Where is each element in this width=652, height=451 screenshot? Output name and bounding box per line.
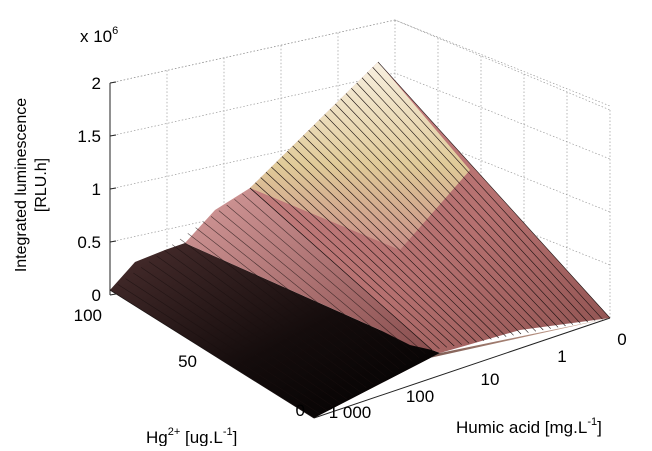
- mesh-line: [117, 284, 321, 415]
- x-tick-label: 1: [557, 347, 566, 366]
- mesh-line: [345, 93, 566, 327]
- mesh-line: [172, 244, 367, 389]
- mesh-line: [281, 156, 477, 343]
- mesh-line: [218, 210, 406, 366]
- mesh-line: [265, 172, 455, 347]
- mesh-line: [109, 289, 315, 419]
- x-label-tail: ]: [597, 418, 602, 437]
- z-tick-mark: [109, 81, 117, 84]
- mesh-line: [372, 67, 603, 320]
- y-label-base: Hg: [146, 428, 168, 446]
- y-tick-label: 100: [74, 306, 102, 325]
- mesh-line: [148, 261, 347, 400]
- mesh-line: [287, 151, 485, 341]
- mesh-line: [195, 227, 387, 377]
- z-tick-label: 0: [92, 286, 101, 305]
- surface: [109, 61, 611, 419]
- mesh-line: [292, 145, 492, 340]
- mesh-line: [335, 103, 551, 329]
- y-label-tail: ]: [233, 428, 238, 446]
- mesh-line: [361, 77, 588, 323]
- surface-mid-region: [185, 188, 432, 350]
- x-label-base: Humic acid [mg.L: [456, 418, 587, 437]
- mesh-line: [203, 221, 393, 373]
- x-tick-label: 10: [481, 370, 500, 389]
- mesh-line: [226, 204, 413, 362]
- mesh-line: [125, 278, 328, 411]
- mesh-line: [303, 135, 507, 337]
- mesh-line: [367, 72, 596, 321]
- mesh-line: [179, 238, 374, 385]
- z-tick-labels: 0 0.5 1 1.5 2: [77, 74, 117, 305]
- mesh-line: [319, 119, 529, 333]
- x-axis-line: [313, 317, 611, 419]
- mesh-line: [271, 166, 462, 345]
- mesh-line: [329, 109, 544, 331]
- mesh-line: [260, 177, 448, 348]
- mesh-line: [133, 272, 334, 407]
- z-tick-mark: [109, 187, 117, 190]
- mesh-line: [255, 182, 440, 349]
- x-tick-labels: 0 1 10 100 1 000: [329, 330, 627, 422]
- mesh-line: [351, 88, 574, 325]
- mesh-line: [164, 250, 361, 392]
- mesh-line: [156, 255, 354, 396]
- mesh-line: [187, 233, 380, 381]
- z-tick-mark: [109, 134, 117, 137]
- y-label-mid: [ug.L: [180, 428, 223, 446]
- y-tick-label: 50: [178, 352, 197, 371]
- mesh-line: [297, 140, 499, 339]
- mesh-line: [356, 82, 581, 324]
- mesh-line: [234, 199, 420, 358]
- top-back-gridline: [109, 19, 396, 84]
- mesh-line: [276, 161, 470, 344]
- z-tick-label: 1.5: [77, 127, 101, 146]
- mesh-line: [249, 187, 433, 351]
- top-right-gridline: [394, 19, 611, 111]
- y-label-exp: -1: [223, 426, 233, 438]
- z-tick-label: 2: [92, 74, 101, 93]
- x-axis-label: Humic acid [mg.L-1]: [456, 416, 602, 437]
- mesh-line: [242, 193, 426, 355]
- x-tick-label: 1 000: [329, 403, 372, 422]
- surface-mesh: [109, 61, 611, 419]
- z-scale-exponent: 6: [112, 25, 118, 37]
- mesh-line: [210, 216, 400, 370]
- z-axis-label-line1: Integrated luminescence: [13, 98, 30, 272]
- z-scale-label: x 10: [80, 27, 112, 46]
- mesh-line: [340, 98, 559, 328]
- z-tick-label: 0.5: [77, 233, 101, 252]
- x-label-exp: -1: [587, 416, 597, 428]
- mesh-line: [308, 130, 514, 336]
- z-tick-label: 1: [92, 180, 101, 199]
- y-tick-labels: 0 50 100: [74, 306, 305, 420]
- z-tick-mark: [109, 240, 117, 243]
- mesh-line: [140, 267, 341, 404]
- z-scale-factor: x 106: [80, 25, 118, 46]
- surface-top-face: [250, 62, 470, 250]
- mesh-line: [324, 114, 537, 332]
- y-label-superscript: 2+: [168, 426, 181, 438]
- z-axis-label-line2: [RLU.h]: [33, 158, 50, 212]
- x-tick-label: 100: [406, 387, 434, 406]
- y-axis-label: Hg2+ [ug.L-1]: [146, 426, 237, 446]
- mesh-line: [377, 61, 611, 319]
- y-tick-label: 0: [296, 401, 305, 420]
- mesh-line: [313, 124, 522, 335]
- z-tick-mark: [109, 293, 117, 296]
- x-tick-label: 0: [617, 330, 626, 349]
